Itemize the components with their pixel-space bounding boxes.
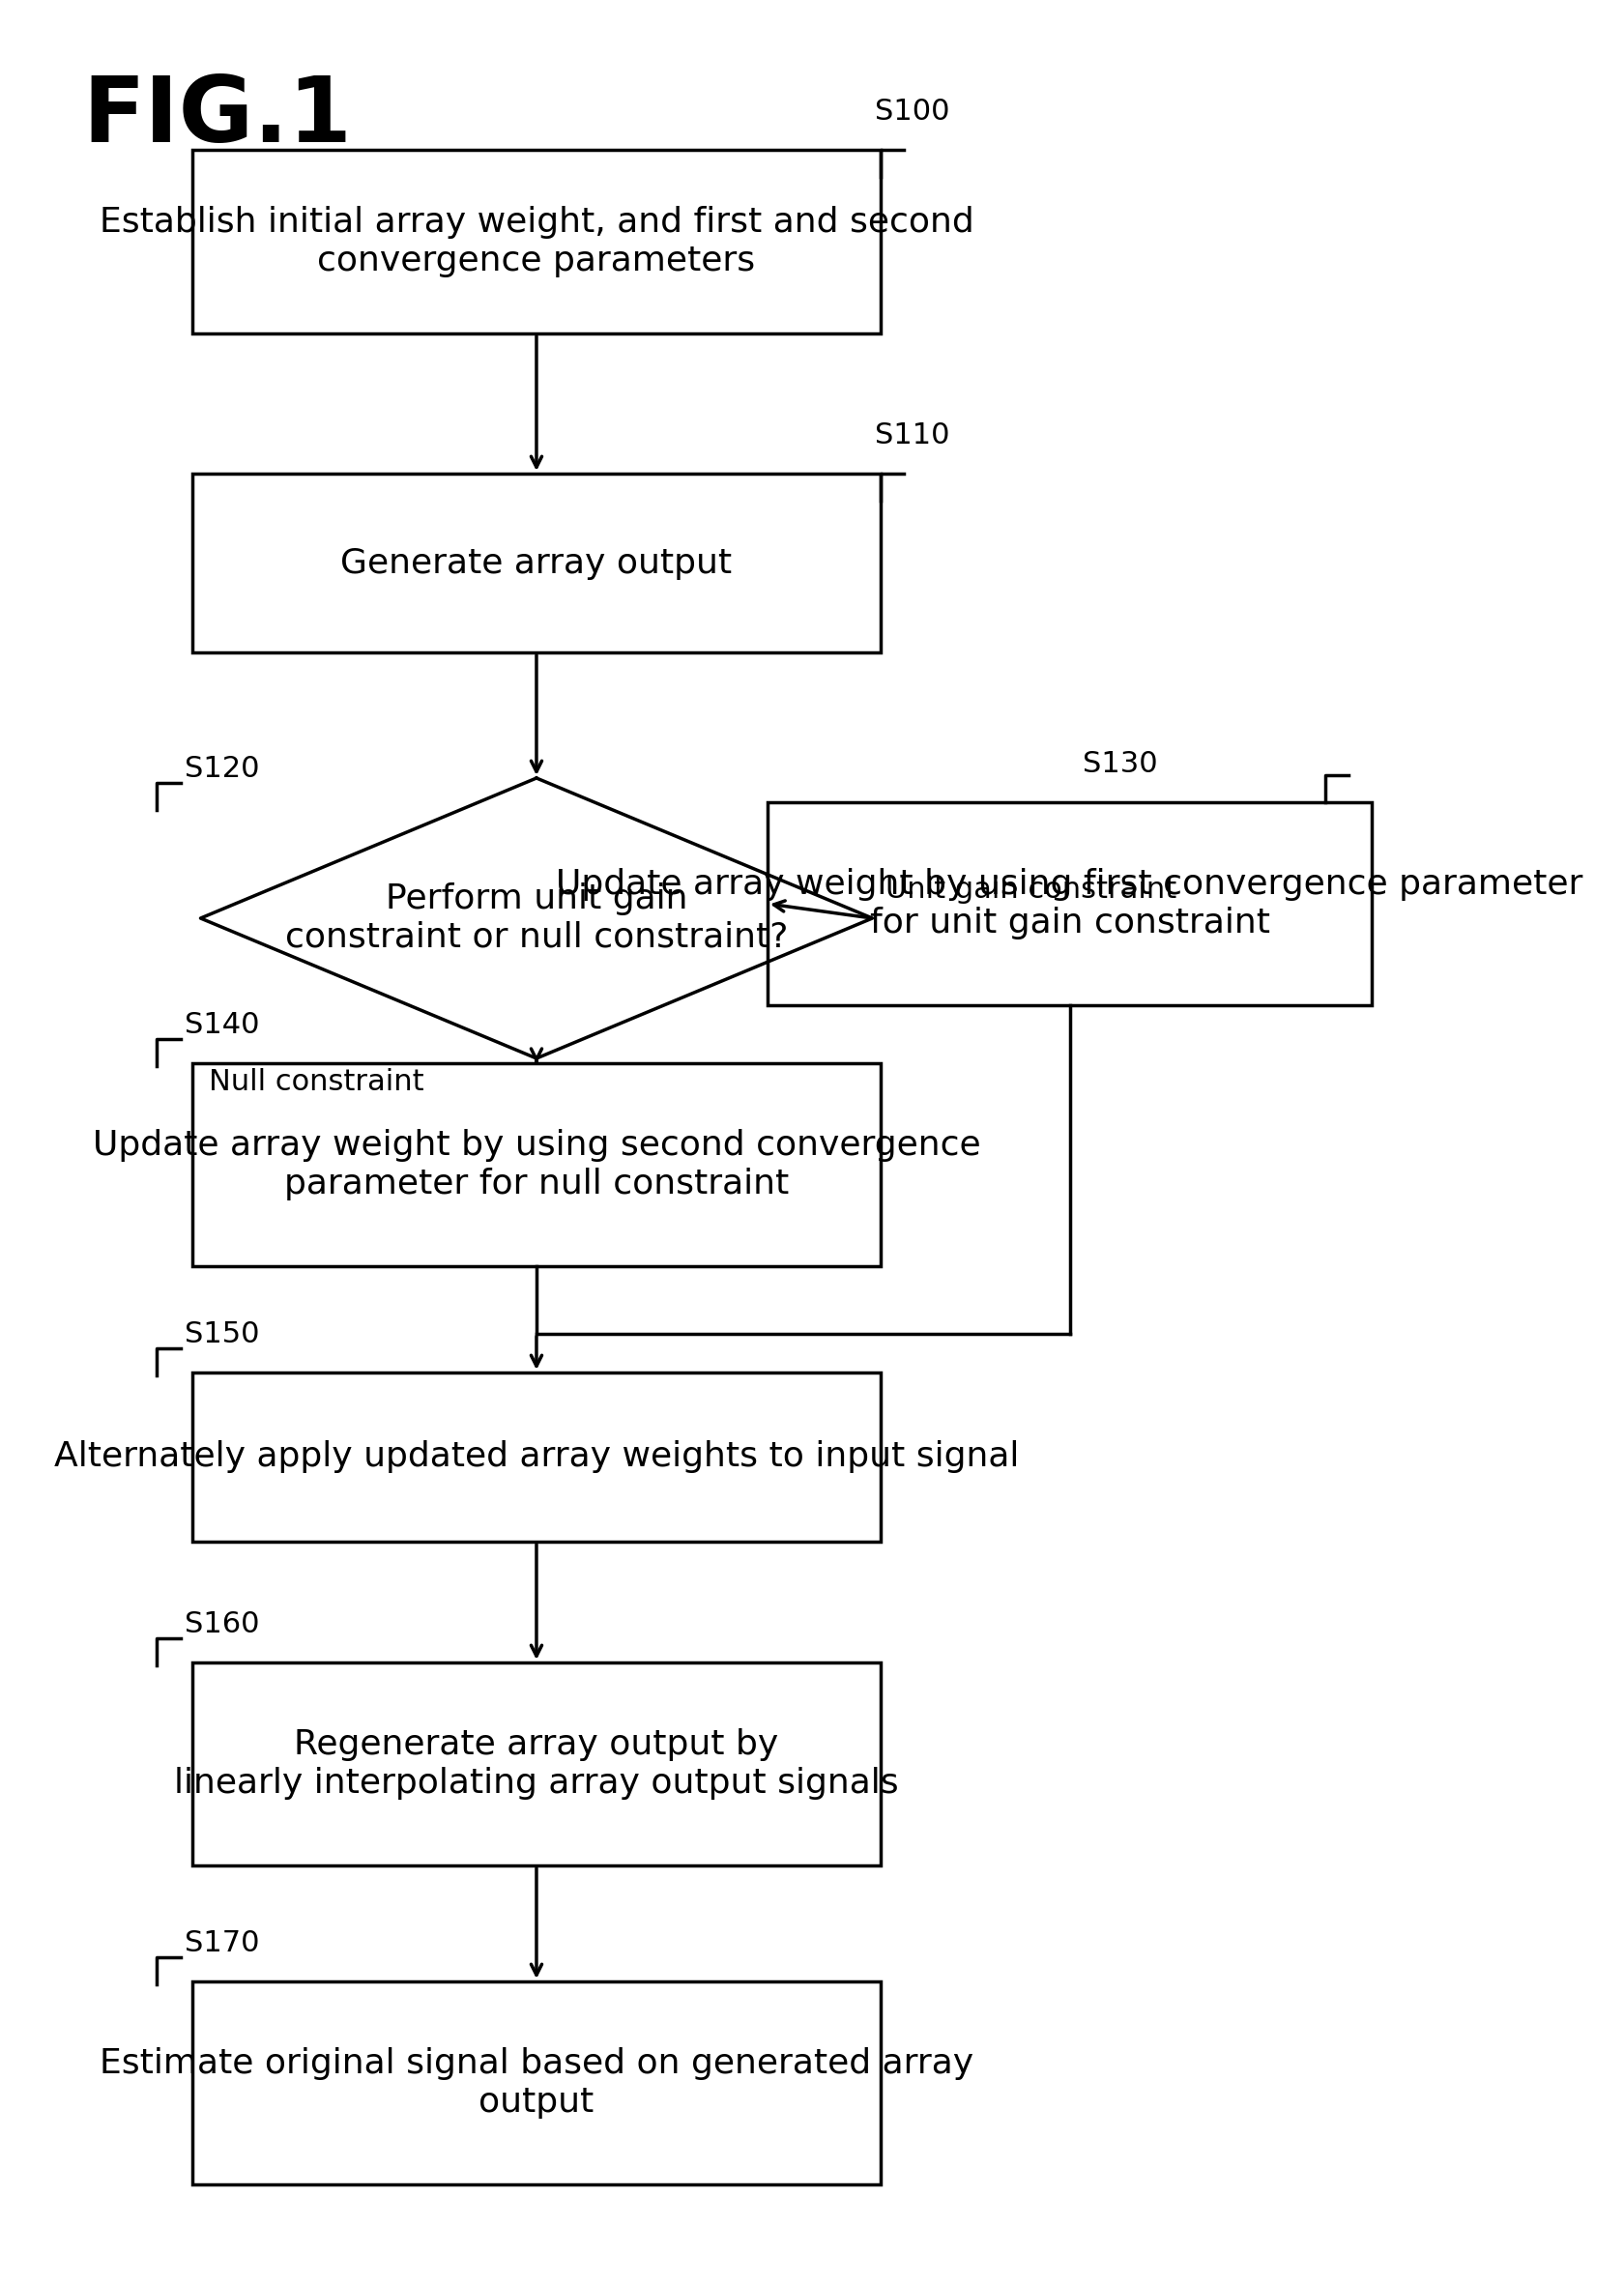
Text: Alternately apply updated array weights to input signal: Alternately apply updated array weights … bbox=[54, 1441, 1018, 1473]
Text: Generate array output: Generate array output bbox=[341, 546, 732, 580]
Bar bbox=[192, 1064, 880, 1267]
Text: Establish initial array weight, and first and second
convergence parameters: Establish initial array weight, and firs… bbox=[99, 205, 974, 276]
Text: S130: S130 bbox=[1082, 751, 1158, 779]
Text: FIG.1: FIG.1 bbox=[83, 73, 352, 162]
Text: S120: S120 bbox=[185, 756, 260, 783]
Bar bbox=[768, 801, 1372, 1005]
Text: S150: S150 bbox=[185, 1320, 260, 1349]
Text: S110: S110 bbox=[875, 422, 950, 450]
Text: S100: S100 bbox=[875, 98, 950, 126]
Bar bbox=[192, 1982, 880, 2185]
Text: Perform unit gain
constraint or null constraint?: Perform unit gain constraint or null con… bbox=[284, 884, 788, 954]
Text: S160: S160 bbox=[185, 1610, 260, 1639]
Text: S170: S170 bbox=[185, 1929, 260, 1957]
Bar bbox=[192, 1372, 880, 1541]
Text: Update array weight by using second convergence
parameter for null constraint: Update array weight by using second conv… bbox=[93, 1130, 981, 1201]
Text: S140: S140 bbox=[185, 1011, 260, 1039]
Text: Update array weight by using first convergence parameter
for unit gain constrain: Update array weight by using first conve… bbox=[557, 868, 1583, 938]
Bar bbox=[192, 151, 880, 333]
Text: Null constraint: Null constraint bbox=[209, 1068, 424, 1096]
Text: Unit gain constraint: Unit gain constraint bbox=[885, 877, 1176, 904]
Text: Regenerate array output by
linearly interpolating array output signals: Regenerate array output by linearly inte… bbox=[174, 1728, 898, 1799]
Bar bbox=[192, 1662, 880, 1865]
Text: Estimate original signal based on generated array
output: Estimate original signal based on genera… bbox=[99, 2048, 973, 2119]
Bar bbox=[192, 473, 880, 653]
